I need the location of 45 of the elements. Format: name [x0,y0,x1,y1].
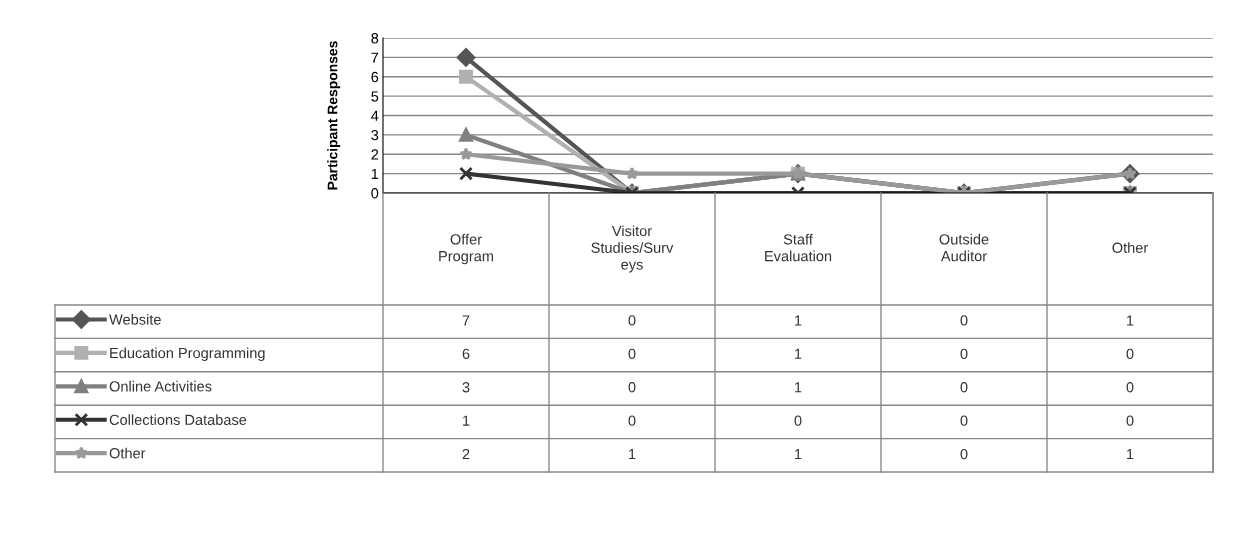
data-label: 0 [628,348,636,360]
data-label: 1 [1127,315,1134,326]
data-label: 7 [462,315,470,326]
data-label: 1 [795,382,802,393]
data-label: 2 [462,448,470,460]
x-tick-label: Offer Program [439,233,493,265]
x-tick-label: Visitor Studies/Surv eys [591,225,674,273]
data-label: 1 [795,315,802,326]
legend-label: Online Activities [109,380,212,392]
data-label: 0 [960,382,968,393]
data-label: 0 [1126,348,1134,360]
data-label: 0 [628,382,636,393]
x-tick-label: Staff Evaluation [765,233,832,262]
y-tick-label: 7 [371,52,379,63]
y-tick-label: 3 [371,129,379,141]
data-label: 1 [795,348,802,359]
data-label: 0 [960,315,968,326]
y-tick-label: 4 [371,110,379,121]
data-label: 3 [462,382,470,393]
data-label: 0 [960,348,968,360]
y-tick-label: 1 [371,168,379,179]
data-label: 1 [463,415,470,426]
data-label: 0 [628,415,636,426]
data-label: 0 [628,315,636,326]
legend-label: Education Programming [110,347,265,362]
data-label: 1 [795,449,802,460]
data-label: 0 [960,415,968,426]
y-tick-label: 2 [371,149,379,160]
legend-label: Website [109,314,161,325]
legend-label: Other [109,447,146,459]
data-label: 6 [462,348,470,360]
y-tick-label: 8 [371,33,379,44]
data-label: 0 [960,448,968,460]
data-label: 1 [1127,449,1134,460]
x-tick-label: Outside Auditor [939,233,989,262]
data-label: 0 [1126,382,1134,393]
data-label: 0 [794,415,802,426]
data-label: 0 [1126,415,1134,426]
x-tick-label: Other [1112,242,1148,253]
y-tick-label: 5 [371,91,379,102]
y-axis-title: Participant Responses [327,41,341,190]
data-label: 1 [629,449,636,460]
y-tick-label: 6 [371,71,379,83]
legend-label: Collections Database [109,414,247,426]
y-tick-label: 0 [371,188,379,199]
